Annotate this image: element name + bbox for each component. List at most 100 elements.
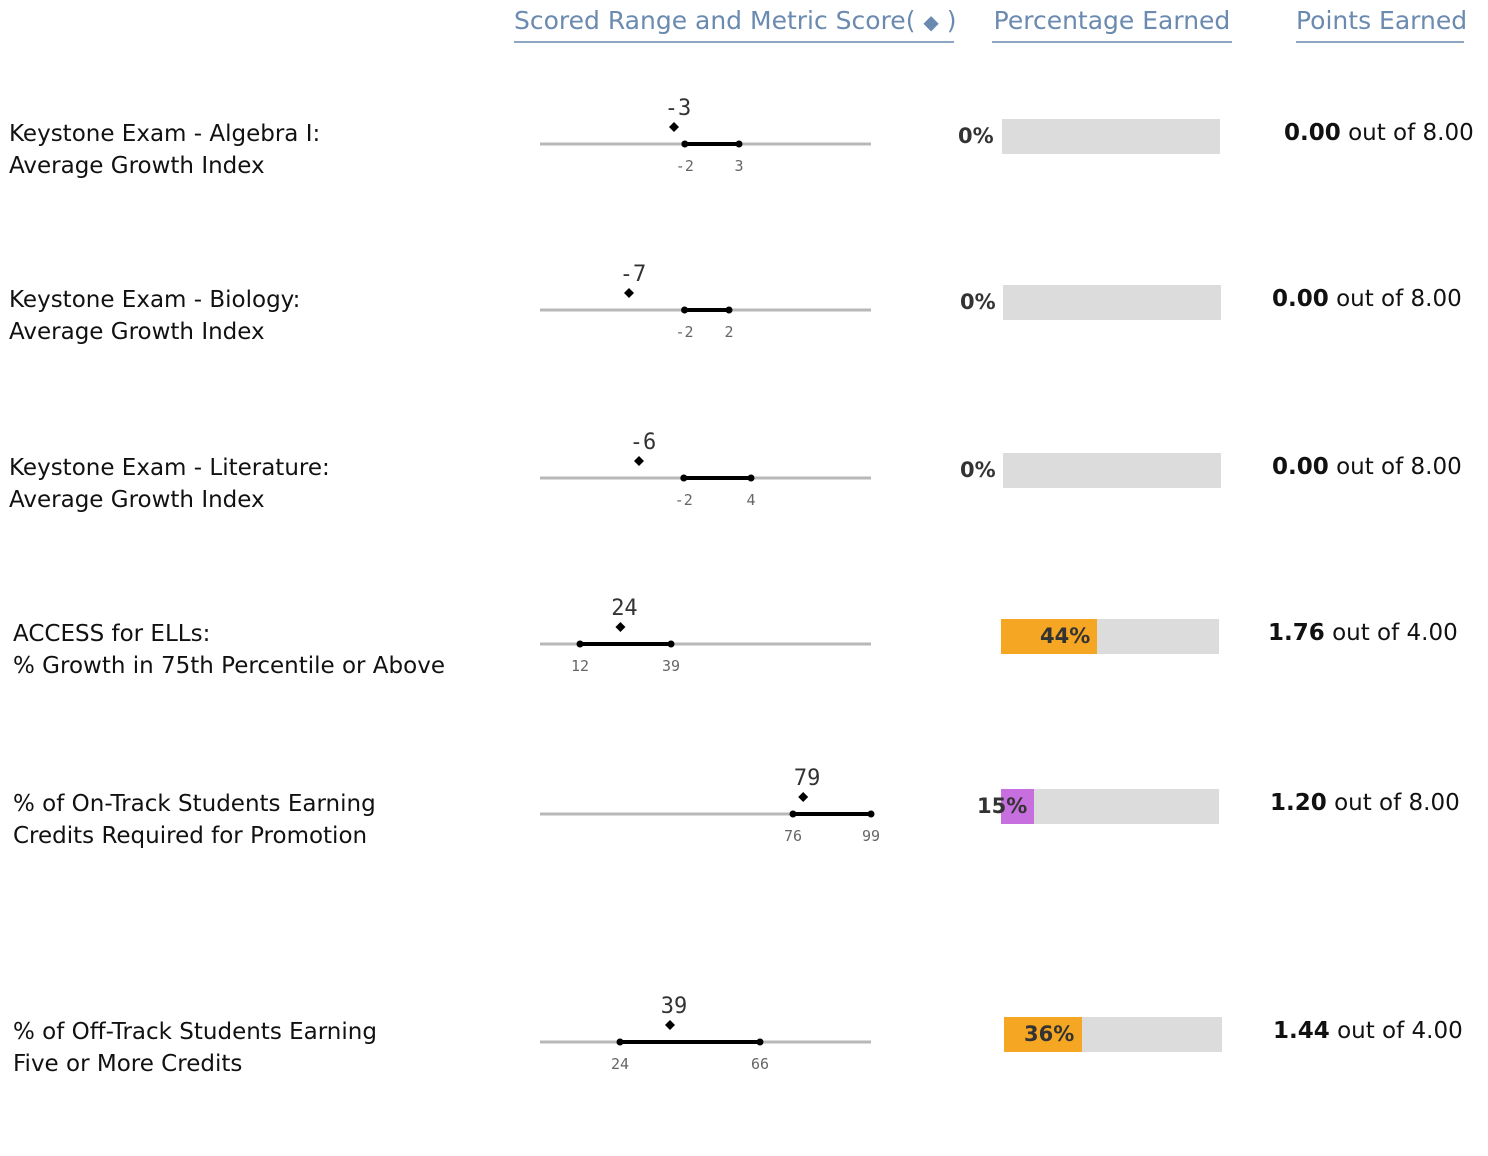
percentage-bar: [1001, 619, 1219, 654]
metric-label-line1: Keystone Exam - Algebra I:: [9, 121, 321, 147]
metric-row: Keystone Exam - Biology: Average Growth I…: [0, 262, 1488, 424]
percentage-label: 0%: [960, 290, 996, 314]
range-high-dot: [747, 474, 755, 482]
points-out-of: out of: [1336, 454, 1404, 480]
metric-score-diamond: [634, 456, 644, 466]
points-max: 4.00: [1411, 1018, 1463, 1044]
points-out-of: out of: [1332, 620, 1400, 646]
metric-score-diamond: [669, 122, 679, 132]
percentage-bar-fill: [1001, 619, 1097, 654]
metric-score-diamond: [798, 792, 809, 802]
range-chart: 39 24 66: [540, 994, 871, 1073]
metric-score-diamond: [615, 622, 626, 632]
percentage-label: 0%: [958, 124, 994, 148]
percentage-bar-fill: [1001, 789, 1034, 824]
range-chart: 79 76 99: [540, 766, 880, 845]
metric-row: Keystone Exam - Algebra I: Average Growth…: [0, 96, 1488, 258]
metric-row: ACCESS for ELLs: % Growth in 75th Percent…: [0, 596, 1488, 758]
metric-label-line1: ACCESS for ELLs:: [13, 621, 211, 647]
metric-label-line2: Average Growth Index: [9, 319, 265, 345]
metric-label-line1: Keystone Exam - Literature:: [9, 455, 330, 481]
range-high-label: 66: [751, 1055, 769, 1073]
points-out-of: out of: [1336, 286, 1404, 312]
points-earned: 0.00 out of 8.00: [1272, 283, 1462, 315]
points-out-of: out of: [1334, 790, 1402, 816]
metric-label: % of Off-Track Students Earning Five or M…: [13, 1016, 377, 1080]
range-low-label: -2: [676, 157, 694, 175]
range-low-dot: [681, 306, 689, 314]
points-value: 0.00: [1284, 120, 1341, 146]
range-low-dot: [616, 1038, 624, 1046]
range-low-label: 76: [784, 827, 802, 845]
range-high-dot: [756, 1038, 764, 1046]
metric-row: Keystone Exam - Literature: Average Growt…: [0, 430, 1488, 592]
range-low-dot: [680, 474, 688, 482]
range-high-dot: [725, 306, 733, 314]
points-max: 8.00: [1408, 790, 1460, 816]
range-chart: -3 -2 3: [540, 96, 871, 175]
points-earned: 0.00 out of 8.00: [1284, 117, 1474, 149]
range-high-label: 99: [862, 827, 880, 845]
range-high-label: 3: [734, 157, 743, 175]
points-value: 0.00: [1272, 286, 1329, 312]
range-high-dot: [735, 140, 743, 148]
metric-score-label: 24: [611, 596, 638, 621]
range-high-label: 39: [662, 657, 680, 675]
range-chart: -7 -2 2: [540, 262, 871, 341]
metric-label-line2: Five or More Credits: [13, 1051, 243, 1077]
header-diamond-open: (: [905, 6, 924, 35]
header-percentage: Percentage Earned: [992, 6, 1232, 43]
percentage-bar: [1003, 285, 1221, 320]
points-earned: 1.44 out of 4.00: [1273, 1015, 1463, 1047]
percentage-bar: [1002, 119, 1220, 154]
metric-label: Keystone Exam - Biology: Average Growth I…: [9, 284, 300, 348]
points-out-of: out of: [1337, 1018, 1405, 1044]
range-high-label: 2: [724, 323, 733, 341]
points-value: 1.76: [1268, 620, 1325, 646]
metric-label: % of On-Track Students Earning Credits Re…: [13, 788, 376, 852]
percentage-bar: [1003, 453, 1221, 488]
range-high-label: 4: [746, 491, 755, 509]
metric-score-label: -6: [630, 430, 657, 455]
metric-row: % of Off-Track Students Earning Five or M…: [0, 994, 1488, 1156]
diamond-icon: ◆: [923, 10, 939, 34]
range-low-dot: [576, 640, 584, 648]
range-low-dot: [681, 140, 689, 148]
range-chart: 24 12 39: [540, 596, 871, 675]
range-low-label: 24: [611, 1055, 629, 1073]
header-diamond-close: ): [938, 6, 957, 35]
percentage-label: 44%: [1040, 624, 1091, 648]
metric-label-line2: Credits Required for Promotion: [13, 823, 368, 849]
header-scored-range: Scored Range and Metric Score( ◆ ): [514, 6, 957, 43]
percentage-label: 36%: [1024, 1022, 1075, 1046]
range-high-dot: [667, 640, 675, 648]
range-chart: -6 -2 4: [540, 430, 871, 509]
metric-label-line2: % Growth in 75th Percentile or Above: [13, 653, 445, 679]
metric-label: ACCESS for ELLs: % Growth in 75th Percent…: [13, 618, 445, 682]
range-low-label: 12: [571, 657, 589, 675]
range-low-label: -2: [675, 491, 693, 509]
metric-score-label: 79: [794, 766, 821, 791]
points-value: 0.00: [1272, 454, 1329, 480]
metric-score-label: -7: [620, 262, 647, 287]
range-low-label: -2: [676, 323, 694, 341]
points-earned: 0.00 out of 8.00: [1272, 451, 1462, 483]
metric-label-line2: Average Growth Index: [9, 153, 265, 179]
percentage-bar: [1004, 1017, 1222, 1052]
metric-row: % of On-Track Students Earning Credits Re…: [0, 766, 1488, 928]
points-earned: 1.76 out of 4.00: [1268, 617, 1458, 649]
range-high-dot: [867, 810, 875, 818]
metric-score-diamond: [624, 288, 634, 298]
metric-score-label: -3: [665, 96, 692, 121]
points-out-of: out of: [1348, 120, 1416, 146]
percentage-bar-fill: [1004, 1017, 1083, 1052]
metric-label-line1: % of On-Track Students Earning: [13, 791, 376, 817]
points-max: 8.00: [1422, 120, 1474, 146]
metric-score-label: 39: [661, 994, 688, 1019]
metric-label: Keystone Exam - Literature: Average Growt…: [9, 452, 330, 516]
header-scored-range-label: Scored Range and Metric Score: [514, 6, 906, 35]
metric-label-line1: Keystone Exam - Biology:: [9, 287, 301, 313]
points-value: 1.20: [1270, 790, 1327, 816]
points-max: 8.00: [1410, 454, 1462, 480]
range-low-dot: [789, 810, 797, 818]
